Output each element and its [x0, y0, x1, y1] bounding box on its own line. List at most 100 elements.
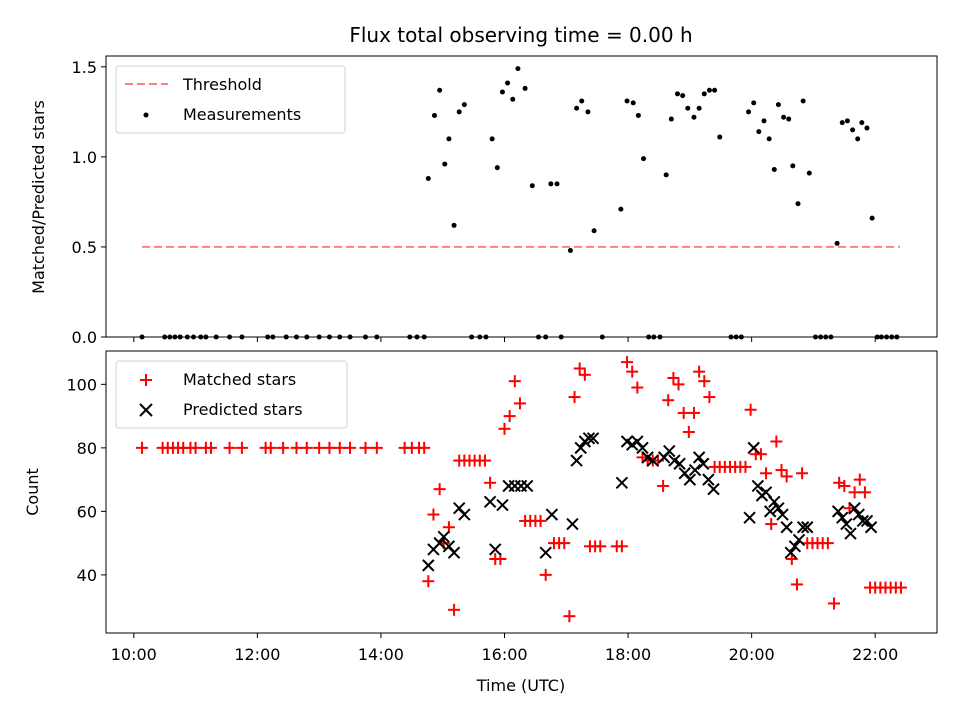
- matched-star-point: [821, 537, 834, 550]
- predicted-star-point: [707, 482, 720, 496]
- top-y-tick-label: 1.5: [72, 58, 97, 77]
- x-tick-label: 20:00: [729, 645, 775, 664]
- measurement-point: [510, 96, 516, 102]
- matched-star-point: [189, 441, 202, 454]
- predicted-star-point: [697, 457, 710, 470]
- matched-star-point: [418, 441, 431, 454]
- matched-star-point: [796, 467, 809, 480]
- bottom-legend: Matched stars Predicted stars: [115, 360, 348, 429]
- matched-legend-label: Matched stars: [183, 370, 296, 389]
- predicted-star-point: [796, 521, 810, 534]
- measurement-point: [685, 105, 691, 111]
- predicted-star-point: [673, 457, 686, 470]
- bottom-y-tick-label: 60: [77, 502, 97, 521]
- matched-star-point: [534, 514, 547, 527]
- measurement-point: [554, 181, 560, 187]
- top-y-ticks: 0.0 0.5 1.0 1.5: [72, 58, 106, 347]
- bottom-x-axis-label: Time (UTC): [476, 676, 565, 695]
- top-chart-title: Flux total observing time = 0.00 h: [349, 23, 692, 47]
- predicted-star-point: [437, 530, 450, 543]
- matched-star-point: [672, 378, 685, 391]
- measurement-point: [717, 134, 723, 140]
- measurement-point: [630, 100, 636, 106]
- predicted-star-point: [743, 511, 756, 524]
- predicted-star-point: [860, 514, 874, 528]
- measurement-point: [456, 109, 462, 115]
- measurements-legend-swatch: [143, 112, 149, 118]
- measurement-point: [706, 87, 712, 93]
- predicted-star-point: [780, 521, 793, 534]
- measurement-point: [579, 98, 585, 104]
- matched-star-point: [667, 371, 680, 384]
- predicted-star-point: [422, 559, 435, 572]
- measurement-point: [864, 125, 870, 131]
- matched-star-point: [563, 610, 576, 623]
- matched-star-point: [838, 479, 851, 492]
- measurement-point: [663, 172, 669, 178]
- predicted-star-point: [458, 508, 471, 521]
- matched-star-point: [744, 403, 757, 416]
- predicted-star-point: [772, 501, 785, 515]
- x-tick-label: 16:00: [481, 645, 527, 664]
- matched-star-point: [323, 441, 336, 454]
- predicted-star-point: [692, 451, 706, 464]
- x-tick-label: 14:00: [358, 645, 404, 664]
- measurement-point: [641, 156, 647, 162]
- predicted-star-point: [539, 546, 552, 559]
- predicted-star-point: [483, 495, 497, 509]
- matched-star-point: [682, 425, 695, 438]
- measurement-point: [712, 87, 718, 93]
- matched-star-point: [858, 486, 871, 499]
- measurement-point: [442, 161, 448, 167]
- measurement-point: [522, 85, 528, 91]
- predicted-star-point: [763, 505, 777, 518]
- predicted-legend-swatch: [139, 403, 153, 417]
- matched-star-point: [205, 441, 218, 454]
- matched-star-point: [503, 410, 516, 423]
- measurement-point: [548, 181, 554, 187]
- measurement-point: [680, 93, 686, 99]
- predicted-star-point: [663, 444, 676, 458]
- matched-star-point: [433, 483, 446, 496]
- matched-star-point: [894, 581, 907, 594]
- matched-star-point: [558, 537, 571, 550]
- matched-star-point: [853, 473, 866, 486]
- matched-star-point: [290, 441, 303, 454]
- measurement-point: [839, 120, 845, 126]
- measurement-point: [859, 120, 865, 126]
- matched-star-point: [370, 441, 383, 454]
- matched-star-point: [508, 375, 521, 388]
- measurement-point: [591, 228, 597, 234]
- measurement-point: [800, 98, 806, 104]
- matched-star-point: [427, 508, 440, 521]
- predicted-star-point: [636, 441, 649, 455]
- x-tick-label: 10:00: [111, 645, 157, 664]
- matched-star-point: [703, 391, 716, 404]
- predicted-star-point: [852, 508, 865, 521]
- matched-star-point: [828, 597, 841, 610]
- predicted-star-point: [586, 432, 600, 445]
- matched-star-point: [264, 441, 277, 454]
- measurement-point: [461, 102, 467, 108]
- top-legend-box: [115, 65, 346, 134]
- predicted-star-point: [545, 508, 559, 521]
- bottom-plot-area: [136, 356, 907, 623]
- predicted-star-point: [496, 498, 509, 512]
- measurement-point: [746, 109, 752, 115]
- bottom-y-tick-label: 100: [66, 375, 97, 394]
- matched-star-point: [770, 435, 783, 448]
- predicted-star-point: [570, 454, 583, 467]
- matched-star-point: [677, 406, 690, 419]
- predicted-star-point: [688, 463, 702, 477]
- matched-star-point: [657, 479, 670, 492]
- matched-star-point: [498, 422, 511, 435]
- top-y-tick-label: 0.0: [72, 328, 97, 347]
- matched-star-point: [631, 381, 644, 394]
- measurements-legend-label: Measurements: [183, 105, 301, 124]
- predicted-star-point: [831, 505, 845, 518]
- matched-star-point: [448, 603, 461, 616]
- matched-star-point: [578, 368, 591, 381]
- measurement-point: [691, 114, 697, 120]
- measurement-point: [766, 136, 772, 142]
